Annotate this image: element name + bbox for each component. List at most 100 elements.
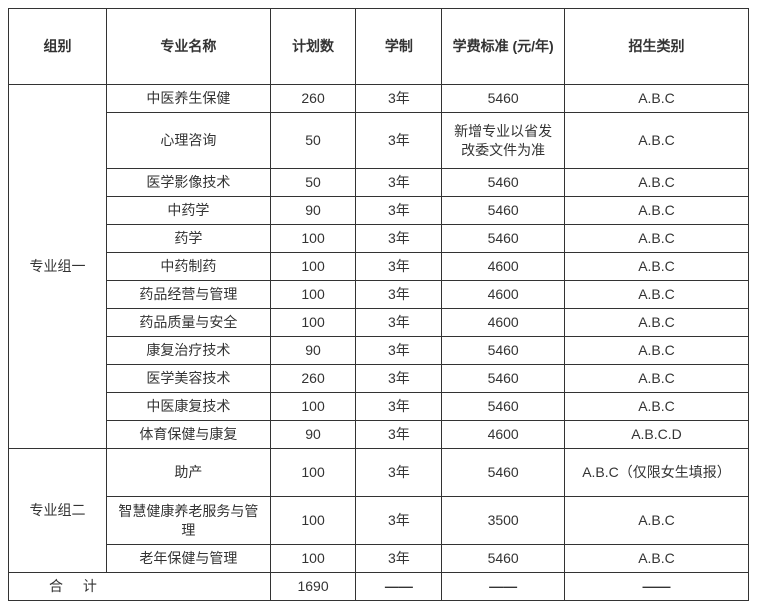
tuition-cell: 4600 <box>442 421 565 449</box>
plan-cell: 100 <box>270 449 356 497</box>
table-row: 中药制药 100 3年 4600 A.B.C <box>9 253 749 281</box>
category-cell: A.B.C <box>564 365 748 393</box>
category-cell: A.B.C <box>564 545 748 573</box>
major-cell: 老年保健与管理 <box>107 545 271 573</box>
table-row: 心理咨询 50 3年 新增专业以省发改委文件为准 A.B.C <box>9 113 749 169</box>
category-cell: A.B.C <box>564 85 748 113</box>
plan-cell: 50 <box>270 169 356 197</box>
plan-cell: 100 <box>270 497 356 545</box>
table-row: 老年保健与管理 100 3年 5460 A.B.C <box>9 545 749 573</box>
category-cell: A.B.C <box>564 113 748 169</box>
duration-cell: 3年 <box>356 365 442 393</box>
tuition-cell: 5460 <box>442 225 565 253</box>
table-row: 药学 100 3年 5460 A.B.C <box>9 225 749 253</box>
category-cell: A.B.C.D <box>564 421 748 449</box>
category-cell: A.B.C <box>564 281 748 309</box>
category-cell: A.B.C <box>564 197 748 225</box>
duration-cell: 3年 <box>356 169 442 197</box>
tuition-cell: 5460 <box>442 169 565 197</box>
tuition-cell: 5460 <box>442 393 565 421</box>
table-row: 中医康复技术 100 3年 5460 A.B.C <box>9 393 749 421</box>
category-cell: A.B.C <box>564 497 748 545</box>
tuition-cell: 5460 <box>442 365 565 393</box>
total-label: 合 计 <box>9 573 271 601</box>
table-row: 医学美容技术 260 3年 5460 A.B.C <box>9 365 749 393</box>
major-cell: 医学美容技术 <box>107 365 271 393</box>
major-cell: 中医养生保健 <box>107 85 271 113</box>
tuition-cell: 5460 <box>442 337 565 365</box>
category-cell: A.B.C <box>564 253 748 281</box>
table-row: 体育保健与康复 90 3年 4600 A.B.C.D <box>9 421 749 449</box>
duration-cell: 3年 <box>356 281 442 309</box>
duration-cell: 3年 <box>356 545 442 573</box>
plan-cell: 90 <box>270 421 356 449</box>
major-cell: 助产 <box>107 449 271 497</box>
plan-cell: 260 <box>270 85 356 113</box>
category-cell: A.B.C <box>564 169 748 197</box>
plan-cell: 100 <box>270 545 356 573</box>
duration-cell: 3年 <box>356 497 442 545</box>
tuition-cell: 4600 <box>442 253 565 281</box>
table-row: 康复治疗技术 90 3年 5460 A.B.C <box>9 337 749 365</box>
category-cell: A.B.C <box>564 393 748 421</box>
tuition-cell: 5460 <box>442 449 565 497</box>
header-major: 专业名称 <box>107 9 271 85</box>
duration-cell: 3年 <box>356 253 442 281</box>
table-row: 医学影像技术 50 3年 5460 A.B.C <box>9 169 749 197</box>
enrollment-table: 组别 专业名称 计划数 学制 学费标准 (元/年) 招生类别 专业组一 中医养生… <box>8 8 749 601</box>
duration-cell: 3年 <box>356 113 442 169</box>
header-duration: 学制 <box>356 9 442 85</box>
major-cell: 中药学 <box>107 197 271 225</box>
category-cell: A.B.C <box>564 337 748 365</box>
table-row: 专业组一 中医养生保健 260 3年 5460 A.B.C <box>9 85 749 113</box>
tuition-cell: 5460 <box>442 197 565 225</box>
total-dash: —— <box>442 573 565 601</box>
tuition-cell: 新增专业以省发改委文件为准 <box>442 113 565 169</box>
major-cell: 药学 <box>107 225 271 253</box>
duration-cell: 3年 <box>356 393 442 421</box>
total-dash: —— <box>564 573 748 601</box>
plan-cell: 50 <box>270 113 356 169</box>
tuition-cell: 3500 <box>442 497 565 545</box>
plan-cell: 260 <box>270 365 356 393</box>
header-plan: 计划数 <box>270 9 356 85</box>
header-tuition: 学费标准 (元/年) <box>442 9 565 85</box>
tuition-cell: 5460 <box>442 545 565 573</box>
table-row: 专业组二 助产 100 3年 5460 A.B.C（仅限女生填报） <box>9 449 749 497</box>
duration-cell: 3年 <box>356 421 442 449</box>
major-cell: 药品经营与管理 <box>107 281 271 309</box>
major-cell: 体育保健与康复 <box>107 421 271 449</box>
major-cell: 中药制药 <box>107 253 271 281</box>
category-cell: A.B.C <box>564 309 748 337</box>
total-dash: —— <box>356 573 442 601</box>
major-cell: 医学影像技术 <box>107 169 271 197</box>
tuition-cell: 4600 <box>442 281 565 309</box>
tuition-cell: 4600 <box>442 309 565 337</box>
plan-cell: 100 <box>270 393 356 421</box>
plan-cell: 90 <box>270 337 356 365</box>
category-cell: A.B.C（仅限女生填报） <box>564 449 748 497</box>
tuition-cell: 5460 <box>442 85 565 113</box>
duration-cell: 3年 <box>356 197 442 225</box>
table-row: 药品质量与安全 100 3年 4600 A.B.C <box>9 309 749 337</box>
total-plan: 1690 <box>270 573 356 601</box>
major-cell: 智慧健康养老服务与管理 <box>107 497 271 545</box>
major-cell: 心理咨询 <box>107 113 271 169</box>
table-header-row: 组别 专业名称 计划数 学制 学费标准 (元/年) 招生类别 <box>9 9 749 85</box>
duration-cell: 3年 <box>356 337 442 365</box>
duration-cell: 3年 <box>356 85 442 113</box>
header-group: 组别 <box>9 9 107 85</box>
plan-cell: 100 <box>270 253 356 281</box>
plan-cell: 100 <box>270 309 356 337</box>
plan-cell: 100 <box>270 225 356 253</box>
category-cell: A.B.C <box>564 225 748 253</box>
table-row: 药品经营与管理 100 3年 4600 A.B.C <box>9 281 749 309</box>
table-row: 中药学 90 3年 5460 A.B.C <box>9 197 749 225</box>
table-total-row: 合 计 1690 —— —— —— <box>9 573 749 601</box>
duration-cell: 3年 <box>356 225 442 253</box>
major-cell: 中医康复技术 <box>107 393 271 421</box>
plan-cell: 90 <box>270 197 356 225</box>
duration-cell: 3年 <box>356 309 442 337</box>
major-cell: 康复治疗技术 <box>107 337 271 365</box>
duration-cell: 3年 <box>356 449 442 497</box>
